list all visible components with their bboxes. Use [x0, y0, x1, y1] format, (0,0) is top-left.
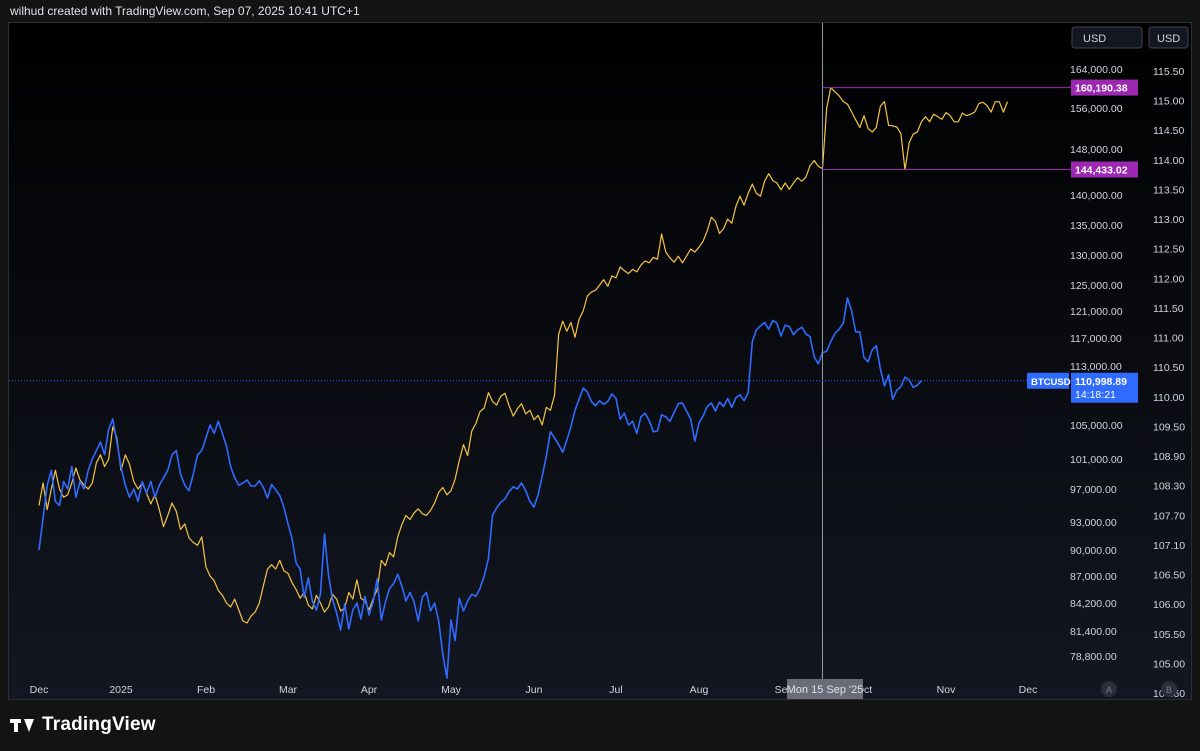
right-axis-tick: 112.50 — [1153, 244, 1184, 256]
left-axis-tick: 125,000.00 — [1070, 280, 1123, 292]
btc-countdown: 14:18:21 — [1075, 389, 1116, 401]
right-axis-tick: 107.10 — [1153, 540, 1185, 552]
chart-frame[interactable]: 164,000.00 156,000.00 148,000.00 140,000.00… — [8, 22, 1192, 700]
left-axis-tick: 105,000.00 — [1070, 420, 1123, 432]
left-axis-tick: 87,000.00 — [1070, 571, 1117, 583]
right-axis-tick: 115.00 — [1153, 96, 1184, 108]
right-axis-tick: 115.50 — [1153, 66, 1184, 78]
x-axis-tick: Jul — [609, 684, 622, 696]
right-axis-tick: 111.50 — [1153, 303, 1184, 315]
auto-scale-button[interactable]: A — [1101, 681, 1117, 697]
x-axis-tick: Dec — [1019, 684, 1038, 696]
btc-name-label: BTCUSD — [1031, 377, 1071, 388]
right-axis-tick: 112.00 — [1153, 273, 1184, 285]
left-axis-tick: 148,000.00 — [1070, 144, 1123, 156]
tradingview-logo-icon — [10, 717, 36, 733]
right-axis-tick: 105.00 — [1153, 658, 1185, 670]
left-axis-tick: 121,000.00 — [1070, 306, 1123, 318]
left-axis-tick: 135,000.00 — [1070, 220, 1123, 232]
high-price-tag-bg — [1071, 79, 1138, 96]
currency-left-label: USD — [1083, 33, 1106, 45]
right-axis-tick: 113.00 — [1153, 214, 1184, 226]
left-axis-tick: 113,000.00 — [1070, 361, 1122, 373]
currency-selector-right[interactable]: USD — [1148, 26, 1189, 49]
btc-name-tag: BTCUSD — [1027, 372, 1071, 389]
series-group — [38, 87, 1009, 679]
left-axis-tick: 97,000.00 — [1070, 484, 1117, 496]
log-scale-label: B — [1166, 685, 1172, 695]
right-axis-tick: 114.50 — [1153, 125, 1184, 137]
x-axis-tick: 2025 — [109, 684, 133, 696]
right-axis-tick: 106.00 — [1153, 599, 1185, 611]
brand-name: TradingView — [42, 714, 156, 735]
tradingview-logo[interactable]: TradingView — [10, 714, 156, 736]
right-axis-tick: 106.50 — [1153, 570, 1185, 582]
right-axis-tick: 109.50 — [1153, 421, 1185, 433]
lines-group — [9, 23, 1071, 679]
x-axis-tick: Se — [775, 684, 788, 696]
x-axis-tick: Aug — [690, 684, 709, 696]
low-price-tag: 144,433.02 — [1071, 161, 1138, 178]
btc-price-tag-bg — [1071, 372, 1138, 403]
left-axis-tick: 140,000.00 — [1070, 190, 1123, 202]
x-axis-tick: Dec — [30, 684, 49, 696]
left-axis-tick: 164,000.00 — [1070, 64, 1123, 76]
currency-right-label: USD — [1157, 33, 1180, 45]
right-axis-tick: 108.90 — [1153, 451, 1185, 463]
x-axis-tick: Apr — [361, 684, 378, 696]
right-axis-tick: 105.50 — [1153, 629, 1185, 641]
x-axis-group: Dec 2025 Feb Mar Apr May Jun Jul Aug Se Oct Nov Dec — [30, 684, 1038, 696]
x-axis-tick: May — [441, 684, 462, 696]
right-axis-tick: 107.70 — [1153, 510, 1185, 522]
x-axis-tick: Mar — [279, 684, 298, 696]
left-axis-tick: 130,000.00 — [1070, 250, 1123, 262]
crosshair-date-tag: Mon 15 Sep '25 — [787, 679, 864, 699]
low-price-tag-text: 144,433.02 — [1075, 165, 1128, 177]
gold-series-line — [38, 87, 1009, 624]
left-axis-tick: 93,000.00 — [1070, 517, 1117, 529]
high-price-tag-text: 160,190.38 — [1075, 83, 1128, 95]
left-axis-tick: 90,000.00 — [1070, 545, 1117, 557]
chart-background — [9, 23, 1191, 699]
right-axis-tick: 114.00 — [1153, 155, 1184, 167]
low-price-tag-bg — [1071, 161, 1138, 178]
x-axis-tick: Feb — [197, 684, 215, 696]
left-axis-tick: 117,000.00 — [1070, 333, 1122, 345]
right-axis-tick: 111.00 — [1153, 333, 1184, 345]
left-axis-tick: 81,400.00 — [1070, 626, 1117, 638]
currency-selector-left[interactable]: USD — [1071, 26, 1143, 49]
price-chart[interactable]: 164,000.00 156,000.00 148,000.00 140,000.00… — [9, 23, 1192, 700]
right-axis-tick: 110.50 — [1153, 362, 1184, 374]
chart-credit: wilhud created with TradingView.com, Sep… — [10, 4, 360, 18]
btc-name-tag-bg — [1027, 372, 1069, 389]
btc-series-line — [38, 297, 922, 679]
left-axis-tick: 84,200.00 — [1070, 598, 1117, 610]
left-axis-tick: 78,800.00 — [1070, 651, 1117, 663]
left-axis-tick: 101,000.00 — [1070, 454, 1123, 466]
right-axis-tick: 108.30 — [1153, 481, 1185, 493]
auto-scale-label: A — [1106, 685, 1112, 695]
crosshair-date-label: Mon 15 Sep '25 — [787, 684, 864, 696]
left-axis-tick: 156,000.00 — [1070, 103, 1123, 115]
axis-group: 164,000.00 156,000.00 148,000.00 140,000.00… — [1027, 64, 1185, 699]
x-axis-tick: Jun — [526, 684, 543, 696]
x-axis-tick: Nov — [937, 684, 956, 696]
btc-price-value: 110,998.89 — [1075, 376, 1127, 388]
log-scale-button[interactable]: B — [1161, 681, 1177, 697]
right-axis-tick: 110.00 — [1153, 392, 1184, 404]
right-axis-tick: 113.50 — [1153, 184, 1184, 196]
high-price-tag: 160,190.38 — [1071, 79, 1138, 96]
